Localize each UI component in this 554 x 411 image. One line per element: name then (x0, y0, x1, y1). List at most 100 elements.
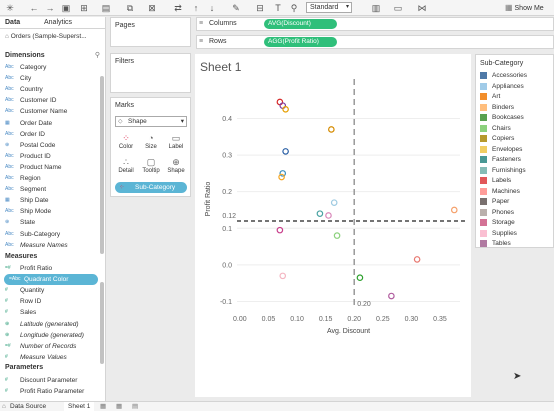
mark-type-select[interactable]: ⬦ Shape ▾ (115, 116, 187, 127)
highlight-icon[interactable]: ✎ (232, 3, 240, 13)
shape-icon: ⊕ (172, 157, 180, 167)
field-type-icon: ▦ (5, 197, 10, 204)
field-row-id[interactable]: # Row ID (0, 296, 98, 307)
field-state[interactable]: ⊕ State (0, 217, 98, 228)
field-region[interactable]: Abc Region (0, 173, 98, 184)
datasource-icon: ⌂ (5, 33, 9, 40)
field-latitude-generated[interactable]: ⊕ Latitude (generated) (0, 319, 98, 330)
field-sub-category[interactable]: Abc Sub-Category (0, 229, 98, 240)
fit-select[interactable]: Standard ▾ (306, 2, 352, 13)
datasource-icon[interactable]: ⊞ (80, 3, 88, 13)
field-type-icon: ⊕ (5, 331, 10, 338)
x-tick-label: 0.30 (405, 316, 419, 323)
sort-asc-icon[interactable]: ↑ (193, 3, 199, 13)
field-category[interactable]: Abc Category (0, 62, 98, 73)
label-icon[interactable]: T (275, 3, 281, 13)
tooltip-button[interactable]: ▢ Tooltip (140, 156, 162, 178)
dimensions-scrollbar[interactable] (100, 76, 104, 254)
rows-icon: ≡ (199, 38, 204, 45)
field-measure-names[interactable]: Abc Measure Names (0, 240, 98, 251)
detail-label: Detail (118, 168, 134, 174)
field-type-icon: Abc (5, 241, 14, 248)
rows-pill[interactable]: AGG(Profit Ratio) (264, 37, 337, 47)
field-profit-ratio[interactable]: =# Profit Ratio (0, 263, 98, 274)
new-worksheet-icon[interactable]: ▦ (100, 403, 107, 410)
columns-pill[interactable]: AVG(Discount) (264, 19, 337, 29)
measures-scrollbar[interactable] (100, 282, 104, 364)
chart-icon[interactable]: ▥ (371, 3, 381, 13)
tab-analytics[interactable]: Analytics (44, 19, 73, 26)
field-ship-date[interactable]: ▦ Ship Date (0, 195, 98, 206)
new-dashboard-icon[interactable]: ▦ (116, 403, 123, 410)
field-ship-mode[interactable]: Abc Ship Mode (0, 206, 98, 217)
swap-icon[interactable]: ⇄ (174, 3, 182, 13)
shape-button[interactable]: ⊕ Shape (165, 156, 187, 178)
field-product-id[interactable]: Abc Product ID (0, 151, 98, 162)
tab-data[interactable]: Data (5, 19, 21, 26)
field-type-icon: Abc (5, 130, 14, 137)
search-icon[interactable]: ⚲ (94, 52, 100, 59)
redo-icon[interactable]: → (45, 3, 55, 13)
share-icon[interactable]: ⋈ (417, 3, 427, 13)
presentation-icon[interactable]: ▭ (393, 3, 403, 13)
y-tick-label: 0.1 (222, 226, 232, 233)
field-segment[interactable]: Abc Segment (0, 184, 98, 195)
pages-card[interactable]: Pages (110, 17, 191, 47)
field-customer-name[interactable]: Abc Customer Name (0, 106, 98, 117)
field-quadrant-color[interactable]: =Abc Quadrant Color (4, 274, 98, 286)
field-label: Quantity (20, 287, 45, 295)
new-story-icon[interactable]: ▤ (132, 403, 139, 410)
field-profit-ratio-parameter[interactable]: # Profit Ratio Parameter (0, 386, 98, 397)
size-button[interactable]: ◔ Size (140, 132, 162, 154)
field-order-date[interactable]: ▦ Order Date (0, 118, 98, 129)
field-sales[interactable]: # Sales (0, 307, 98, 318)
legend-swatch (480, 187, 487, 195)
field-postal-code[interactable]: ⊕ Postal Code (0, 140, 98, 151)
sheet1-tab[interactable]: Sheet 1 (64, 402, 94, 411)
field-quantity[interactable]: # Quantity (0, 285, 98, 296)
group-icon[interactable]: ⊟ (256, 3, 264, 13)
new-sheet-icon[interactable]: ▤ (101, 3, 111, 13)
field-type-icon: Abc (5, 163, 14, 170)
datasource-name: Orders (Sample-Superst... (10, 33, 87, 40)
detail-button[interactable]: ∴ Detail (115, 156, 137, 178)
chevron-down-icon: ▾ (345, 4, 349, 10)
label-button[interactable]: ▭ Label (165, 132, 187, 154)
field-order-id[interactable]: Abc Order ID (0, 129, 98, 140)
field-product-name[interactable]: Abc Product Name (0, 162, 98, 173)
clear-icon[interactable]: ⊠ (148, 3, 156, 13)
color-button[interactable]: ⁘ Color (115, 132, 137, 154)
parameters-title: Parameters (5, 364, 44, 371)
show-me-button[interactable]: ▦ Show Me (505, 2, 554, 14)
columns-shelf[interactable]: ≡ Columns AVG(Discount) (196, 17, 554, 31)
field-country[interactable]: Abc Country (0, 84, 98, 95)
rows-shelf[interactable]: ≡ Rows AGG(Profit Ratio) (196, 35, 554, 49)
pin-icon[interactable]: ⚲ (290, 3, 298, 13)
size-label: Size (145, 144, 157, 150)
field-city[interactable]: Abc City (0, 73, 98, 84)
datasource-row[interactable]: ⌂ Orders (Sample-Superst... (0, 31, 106, 43)
field-label: Latitude (generated) (20, 320, 79, 328)
field-measure-values[interactable]: # Measure Values (0, 352, 98, 363)
legend-swatch (480, 93, 487, 100)
filters-card[interactable]: Filters (110, 53, 191, 93)
field-customer-id[interactable]: Abc Customer ID (0, 95, 98, 106)
tableau-logo-icon[interactable]: ✳ (6, 3, 14, 13)
datasource-tab[interactable]: Data Source (10, 403, 47, 410)
field-number-of-records[interactable]: =# Number of Records (0, 341, 98, 352)
duplicate-icon[interactable]: ⧉ (126, 3, 134, 13)
field-type-icon: # (5, 377, 8, 383)
legend-swatch (480, 166, 487, 174)
color-label: Color (118, 144, 134, 150)
save-icon[interactable]: ▣ (61, 3, 71, 13)
field-label: Order ID (20, 130, 45, 138)
field-longitude-generated[interactable]: ⊕ Longitude (generated) (0, 330, 98, 341)
field-discount-parameter[interactable]: # Discount Parameter (0, 375, 98, 386)
scatter-chart[interactable]: -0.1 0.0 0.1 0.2 0.3 0.4 0.00 0.05 0.10 0.15 0.20 0… (195, 54, 471, 397)
field-type-icon: # (5, 298, 8, 305)
undo-icon[interactable]: ← (29, 3, 39, 13)
sort-desc-icon[interactable]: ↓ (209, 3, 215, 13)
x-axis-label: Avg. Discount (327, 328, 370, 335)
legend-swatch (480, 72, 487, 79)
subcategory-color-pill[interactable]: ⁘ Sub-Category (115, 182, 187, 193)
